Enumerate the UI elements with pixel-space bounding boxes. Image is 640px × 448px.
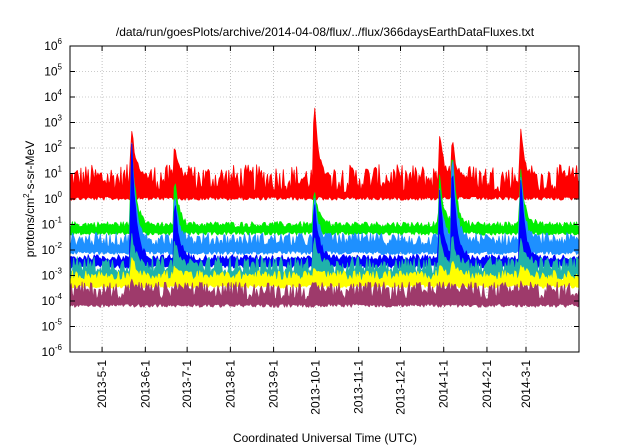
x-tick-label: 2014-1-1	[437, 360, 451, 408]
chart-title: /data/run/goesPlots/archive/2014-04-08/f…	[116, 25, 535, 39]
tick-marks	[70, 45, 579, 353]
series-layer	[69, 107, 580, 308]
x-tick-label: 2014-3-1	[519, 360, 533, 408]
x-tick-label: 2013-11-1	[352, 360, 366, 414]
y-tick-label: 10-6	[42, 343, 63, 359]
y-axis-label: protons/cm2-s-sr-MeV	[22, 141, 37, 257]
x-tick-labels: 2013-5-1 2013-6-1 2013-7-1 2013-8-1 2013-9-1…	[95, 360, 533, 415]
y-tick-label: 10-2	[42, 241, 63, 257]
y-tick-label: 103	[44, 114, 62, 130]
x-axis-label: Coordinated Universal Time (UTC)	[233, 431, 417, 445]
x-tick-label: 2013-9-1	[267, 360, 281, 408]
x-tick-label: 2014-2-1	[480, 360, 494, 408]
y-tick-label: 105	[44, 63, 62, 79]
y-tick-label: 106	[44, 37, 62, 53]
y-tick-label: 100	[44, 190, 62, 206]
y-tick-label: 10-5	[42, 318, 63, 334]
y-tick-label: 10-3	[42, 267, 63, 283]
y-tick-label: 104	[44, 88, 62, 104]
x-tick-label: 2013-8-1	[223, 360, 237, 408]
x-tick-label: 2013-6-1	[138, 360, 152, 408]
x-tick-label: 2013-10-1	[308, 360, 322, 415]
x-tick-label: 2013-7-1	[180, 360, 194, 408]
y-tick-label: 10-1	[42, 216, 63, 232]
y-tick-labels: 10-6 10-5 10-4 10-3 10-2 10-1 100 101 102 103 104 1…	[42, 37, 63, 359]
y-tick-label: 10-4	[42, 292, 63, 308]
x-tick-label: 2013-12-1	[394, 360, 408, 415]
y-tick-label: 101	[44, 165, 62, 181]
x-tick-label: 2013-5-1	[95, 360, 109, 408]
y-tick-label: 102	[44, 139, 62, 155]
series-band-0	[69, 107, 580, 201]
